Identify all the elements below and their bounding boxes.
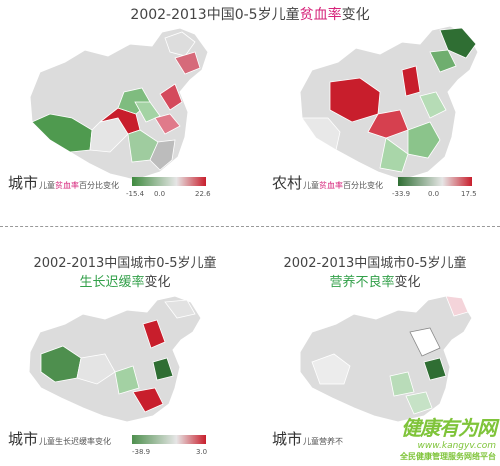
watermark-url: www.kangyv.com xyxy=(417,441,496,451)
panel2-sublabel-suffix: 百分比变化 xyxy=(343,181,384,190)
top-title-highlight: 贫血率 xyxy=(299,7,342,23)
map-rural-anemia xyxy=(299,25,479,181)
panel1-sublabel-prefix: 儿童 xyxy=(39,181,56,190)
panel3-title: 2002-2013中国城市0-5岁儿童 生长迟缓率变化 xyxy=(0,252,250,290)
panel4-label-text: 城市 xyxy=(272,430,303,448)
panel2-legend-min: -33.9 xyxy=(392,190,411,198)
top-title: 2002-2013中国0-5岁儿童贫血率变化 xyxy=(0,4,500,24)
panel4-title-line1: 2002-2013中国城市0-5岁儿童 xyxy=(283,256,467,271)
panel1-sublabel-highlight: 贫血率 xyxy=(55,181,80,190)
panel1-legend-mid: 0.0 xyxy=(154,190,166,198)
panel4-title-suffix: 变化 xyxy=(394,275,421,290)
panel1-sublabel: 儿童贫血率百分比变化 xyxy=(39,181,119,190)
panel2-sublabel: 儿童贫血率百分比变化 xyxy=(303,181,383,190)
panel3-label: 城市儿童生长迟缓率变化 xyxy=(8,428,111,449)
panel4-label: 城市儿童营养不 xyxy=(272,428,343,449)
panel3-title-line1: 2002-2013中国城市0-5岁儿童 xyxy=(33,256,217,271)
panel2-sublabel-prefix: 儿童 xyxy=(303,181,320,190)
panel2-legend-mid: 0.0 xyxy=(428,190,440,198)
panel1-legend-min: -15.4 xyxy=(126,190,145,198)
panel1-sublabel-suffix: 百分比变化 xyxy=(79,181,120,190)
panel3-legend-bar xyxy=(132,435,206,444)
panel4-title-line2: 营养不良率变化 xyxy=(250,271,500,290)
watermark-logo: 健康有为网 xyxy=(401,416,497,440)
panel3-title-suffix: 变化 xyxy=(144,275,171,290)
panel1-legend-bar xyxy=(132,177,206,186)
panel2-legend-bar xyxy=(398,177,472,186)
top-title-prefix: 2002-2013中国0-5岁儿童 xyxy=(130,7,300,23)
panel3-title-highlight: 生长迟缓率 xyxy=(79,275,145,290)
panel3-legend-min: -38.9 xyxy=(132,448,151,456)
panel3-label-text: 城市 xyxy=(8,430,39,448)
map-urban-anemia xyxy=(29,27,209,181)
panel3-sublabel: 儿童生长迟缓率变化 xyxy=(39,437,112,446)
watermark-sub: 全民健康管理服务网络平台 xyxy=(400,452,496,461)
section-divider xyxy=(0,226,500,227)
panel1-legend-max: 22.6 xyxy=(195,190,211,198)
panel3-legend-max: 3.0 xyxy=(196,448,208,456)
panel2-sublabel-highlight: 贫血率 xyxy=(319,181,344,190)
panel4-title: 2002-2013中国城市0-5岁儿童 营养不良率变化 xyxy=(250,252,500,290)
panel3-title-line2: 生长迟缓率变化 xyxy=(0,271,250,290)
panel2-legend-max: 17.5 xyxy=(461,190,477,198)
top-title-suffix: 变化 xyxy=(341,7,370,23)
panel2-label-text: 农村 xyxy=(272,174,303,192)
map-urban-stunting xyxy=(28,295,202,423)
map-urban-malnutrition xyxy=(299,295,473,423)
panel1-label: 城市儿童贫血率百分比变化 xyxy=(8,172,119,193)
panel2-label: 农村儿童贫血率百分比变化 xyxy=(272,172,383,193)
watermark: 健康有为网 www.kangyv.com 全民健康管理服务网络平台 xyxy=(400,412,497,462)
panel1-label-text: 城市 xyxy=(8,174,39,192)
panel4-title-highlight: 营养不良率 xyxy=(329,275,395,290)
panel4-sublabel: 儿童营养不 xyxy=(303,437,344,446)
